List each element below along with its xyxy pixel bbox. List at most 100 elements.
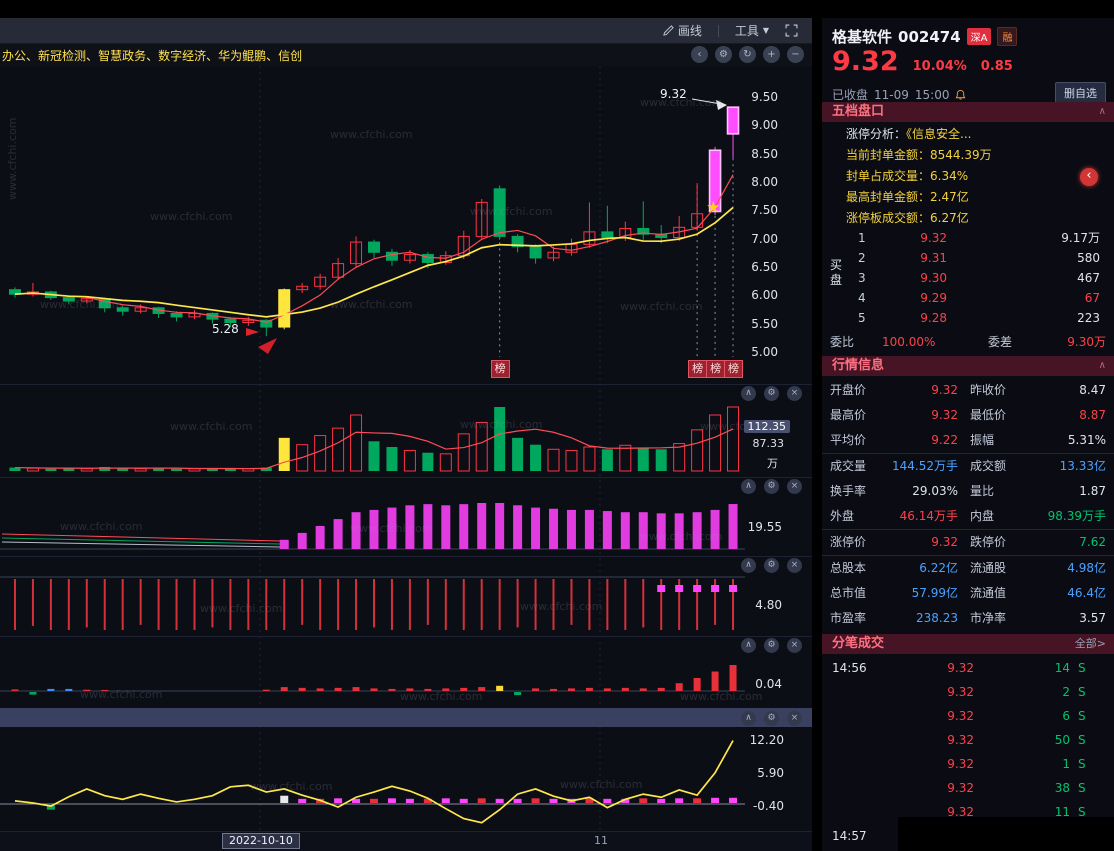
level-price: 9.29	[920, 291, 947, 305]
order-book-row[interactable]: 4 9.29 67	[822, 288, 1114, 308]
info-label: 量比	[970, 484, 995, 498]
close-icon[interactable]: ×	[787, 558, 802, 573]
info-label: 内盘	[970, 509, 995, 523]
chevron-up-icon[interactable]: ∧	[741, 386, 756, 401]
indicator5-low-label: -0.40	[752, 799, 784, 813]
panel-controls: ∧ ⚙ ×	[741, 479, 802, 494]
order-book-row[interactable]: 5 9.28 223	[822, 308, 1114, 328]
tick-volume: 2	[1062, 685, 1070, 699]
panel-collapse-button[interactable]: ‹	[1080, 168, 1098, 186]
date-axis-month-label: 11	[594, 834, 608, 847]
info-row: 总市值 57.99亿 流通值 46.4亿	[822, 581, 1114, 606]
info-label: 成交额	[970, 459, 1007, 473]
watermark: www.cfchi.com	[640, 530, 723, 543]
close-icon[interactable]: ×	[787, 479, 802, 494]
order-book-row[interactable]: 2 9.31 580	[822, 248, 1114, 268]
zoom-out-icon[interactable]: −	[787, 46, 804, 63]
price-axis-label: 8.00	[751, 175, 778, 189]
zoom-in-icon[interactable]: +	[763, 46, 780, 63]
info-row: 外盘 46.14万手 内盘 98.39万手	[822, 504, 1114, 529]
collapse-icon[interactable]: ∧	[1098, 360, 1106, 371]
limit-up-analysis-line: 当前封单金额：8544.39万	[822, 145, 1114, 166]
watermark: www.cfchi.com	[250, 780, 333, 793]
info-row: 总股本 6.22亿 流通股 4.98亿	[822, 556, 1114, 581]
close-icon[interactable]: ×	[787, 386, 802, 401]
margin-badge: 融	[997, 27, 1018, 46]
bang-marker[interactable]: 榜	[724, 360, 744, 378]
last-price: 9.32	[832, 46, 899, 77]
concept-tagbar: 办公、新冠检测、智慧政务、数字经济、华为鲲鹏、信创 ‹ ⚙ ↻ + −	[0, 44, 812, 66]
tag-link[interactable]: 华为鲲鹏	[218, 48, 267, 63]
tag-link[interactable]: 办公	[2, 48, 27, 63]
settings-icon[interactable]: ⚙	[764, 711, 779, 726]
watermark: www.cfchi.com	[350, 522, 433, 535]
tick-row: 9.32 50 S	[822, 728, 1114, 752]
chevron-up-icon[interactable]: ∧	[741, 479, 756, 494]
tag-link[interactable]: 智慧政务	[98, 48, 147, 63]
info-label: 市盈率	[830, 611, 867, 625]
order-book-row[interactable]: 3 9.30 467	[822, 268, 1114, 288]
tick-trades-section-header: 分笔成交 全部>	[822, 634, 1114, 654]
bang-marker[interactable]: 榜	[688, 360, 708, 378]
settings-icon[interactable]: ⚙	[764, 479, 779, 494]
tag-link[interactable]: 数字经济	[158, 48, 207, 63]
info-value: 4.98亿	[1067, 561, 1106, 575]
info-value: 3.57	[1079, 611, 1106, 625]
order-book-row[interactable]: 1 9.32 9.17万	[822, 228, 1114, 248]
settings-icon[interactable]: ⚙	[764, 558, 779, 573]
tick-volume: 14	[1054, 661, 1070, 675]
info-divider	[822, 555, 1114, 556]
date-axis-selected-date[interactable]: 2022-10-10	[222, 833, 300, 849]
tick-volume: 38	[1054, 781, 1070, 795]
tools-dropdown[interactable]: 工具 ▼	[735, 22, 769, 39]
analysis-label: 最高封单金额：	[846, 190, 931, 204]
level-number: 5	[858, 311, 866, 325]
kline-chart[interactable]: ★	[0, 0, 812, 851]
draw-line-button[interactable]: 画线	[663, 22, 702, 39]
fullscreen-button[interactable]	[785, 24, 798, 37]
tick-row: 9.32 1 S	[822, 752, 1114, 776]
limit-up-analysis: 涨停分析：《信息安全... 当前封单金额：8544.39万 封单占成交量：6.34%…	[822, 124, 1114, 229]
view-all-link[interactable]: 全部>	[1074, 637, 1106, 650]
market-info-grid: 开盘价 9.32 昨收价 8.47 最高价 9.32 最低价 8.87 平均价 9.22 振幅 5.3…	[822, 378, 1114, 631]
refresh-icon[interactable]: ↻	[739, 46, 756, 63]
back-icon[interactable]: ‹	[691, 46, 708, 63]
info-value: 98.39万手	[1047, 509, 1106, 523]
settings-icon[interactable]: ⚙	[764, 386, 779, 401]
info-label: 成交量	[830, 459, 867, 473]
settings-icon[interactable]: ⚙	[715, 46, 732, 63]
bang-marker[interactable]: 榜	[490, 360, 510, 378]
tick-price: 9.32	[947, 757, 974, 771]
delete-watchlist-button[interactable]: 删自选	[1055, 82, 1106, 104]
order-book-title: 五档盘口	[832, 104, 885, 119]
collapse-icon[interactable]: ∧	[1098, 106, 1106, 117]
level-price: 9.31	[920, 251, 947, 265]
info-value: 8.87	[1079, 408, 1106, 422]
change-amount: 0.85	[980, 59, 1013, 74]
tag-link[interactable]: 新冠检测	[38, 48, 87, 63]
price-axis-label: 9.50	[751, 90, 778, 104]
settings-icon[interactable]: ⚙	[764, 638, 779, 653]
chevron-up-icon[interactable]: ∧	[741, 638, 756, 653]
tick-side: S	[1078, 757, 1086, 771]
tick-time: 14:57	[832, 829, 867, 843]
tag-separator: 、	[146, 48, 159, 63]
chevron-up-icon[interactable]: ∧	[741, 711, 756, 726]
date-axis[interactable]: 2022-10-10 11	[0, 832, 812, 851]
analysis-label: 当前封单金额：	[846, 148, 931, 162]
close-icon[interactable]: ×	[787, 711, 802, 726]
weibi-row: 委比 100.00% 委差 9.30万	[822, 332, 1114, 352]
analysis-value: 8544.39万	[930, 148, 992, 162]
tick-side: S	[1078, 781, 1086, 795]
info-label: 外盘	[830, 509, 855, 523]
info-divider	[822, 453, 1114, 454]
market-info-section-header: 行情信息 ∧	[822, 356, 1114, 376]
stock-header: 格基软件 002474 深A 融	[832, 26, 1018, 47]
chevron-up-icon[interactable]: ∧	[741, 558, 756, 573]
watermark: www.cfchi.com	[620, 300, 703, 313]
tick-volume: 6	[1062, 709, 1070, 723]
bang-marker[interactable]: 榜	[706, 360, 726, 378]
tag-link[interactable]: 信创	[278, 48, 303, 63]
alert-bell-icon[interactable]	[955, 89, 966, 101]
close-icon[interactable]: ×	[787, 638, 802, 653]
